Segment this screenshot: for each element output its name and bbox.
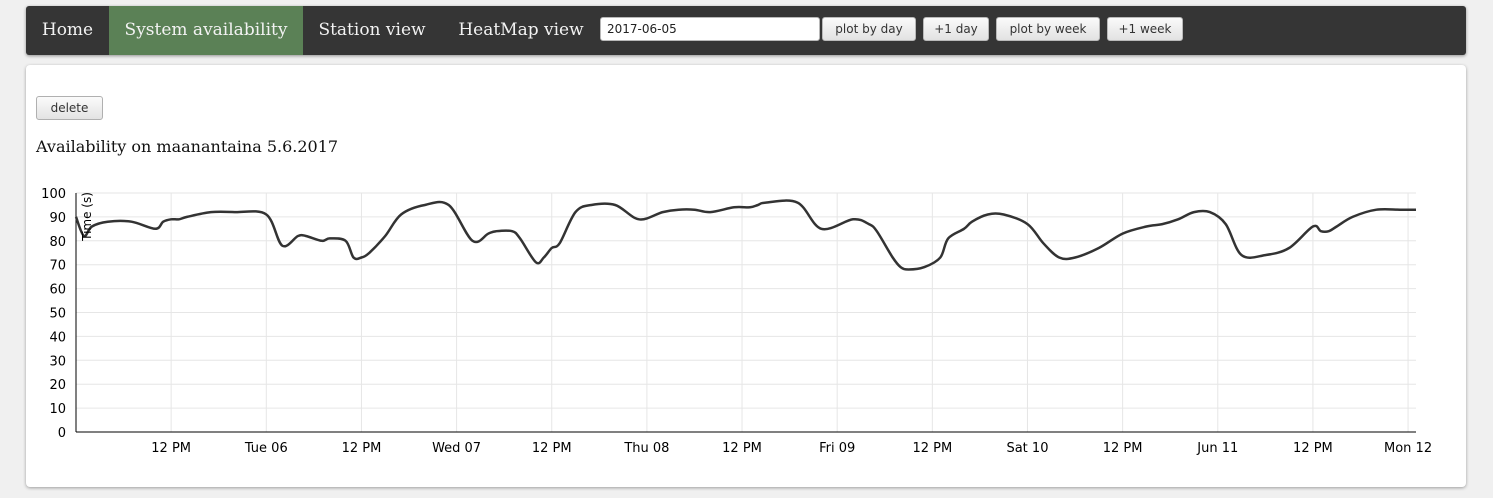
y-tick-label: 90 [49,211,66,226]
x-tick-label: Jun 11 [1196,441,1238,456]
nav-system-availability[interactable]: System availability [109,6,303,55]
y-tick-label: 70 [49,259,66,274]
chart-axes [75,193,1416,433]
x-tick-label: 12 PM [912,441,952,456]
availability-line-series [74,199,1416,271]
x-tick-label: 12 PM [1103,441,1143,456]
y-tick-label: 100 [41,187,66,202]
x-tick-label: Thu 08 [623,441,669,456]
top-navbar: Home System availability Station view He… [26,6,1466,55]
y-axis-title: Time (s) [80,192,94,242]
x-tick-label: Wed 07 [432,441,481,456]
x-tick-label: Mon 12 [1384,441,1432,456]
x-tick-label: 12 PM [1293,441,1333,456]
x-tick-label: Tue 06 [244,441,288,456]
plus-one-day-button[interactable]: +1 day [923,17,989,41]
nav-home[interactable]: Home [41,20,94,40]
x-tick-label: 12 PM [722,441,762,456]
plus-one-week-button[interactable]: +1 week [1107,17,1183,41]
x-tick-label: Sat 10 [1006,441,1048,456]
chart-series [74,199,1416,271]
y-tick-label: 40 [49,330,66,345]
x-tick-label: 12 PM [342,441,382,456]
nav-station-view[interactable]: Station view [318,20,426,40]
y-tick-label: 20 [49,378,66,393]
chart-labels: 0 10 20 30 40 50 60 70 80 90 100 12 PM Tue 06 12 PM We… [41,187,1432,456]
y-tick-label: 60 [49,283,66,298]
chart-grid [76,192,1416,433]
x-tick-label: Fri 09 [819,441,855,456]
y-tick-label: 80 [49,235,66,250]
x-tick-label: 12 PM [151,441,191,456]
nav-heatmap-view[interactable]: HeatMap view [458,20,584,40]
delete-button[interactable]: delete [36,96,103,120]
plot-by-week-button[interactable]: plot by week [996,17,1100,41]
plot-by-day-button[interactable]: plot by day [822,17,916,41]
y-tick-label: 50 [49,307,66,322]
date-input[interactable] [600,17,820,41]
y-tick-label: 30 [49,354,66,369]
y-tick-label: 0 [58,426,66,441]
x-tick-label: 12 PM [532,441,572,456]
chart-title: Availability on maanantaina 5.6.2017 [36,137,339,156]
y-tick-label: 10 [49,402,66,417]
